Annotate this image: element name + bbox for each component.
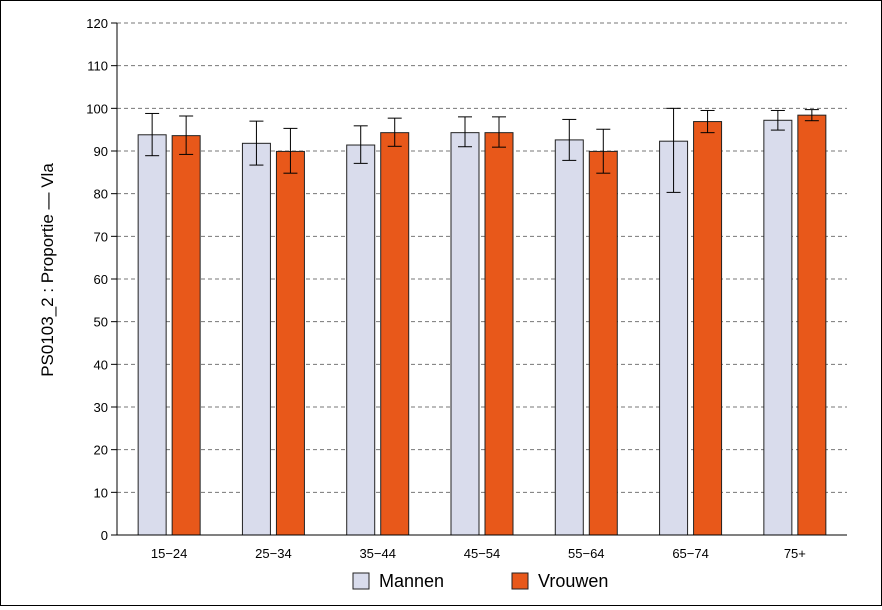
bar-vrouwen [588, 150, 618, 536]
legend-swatch-mannen [352, 572, 370, 590]
y-tick-label: 120 [86, 16, 108, 31]
y-axis-label: PS0103_2 : Proportie — Vla [38, 163, 57, 377]
x-tick-label: 75+ [784, 546, 806, 561]
bars [137, 114, 827, 536]
legend-swatch-vrouwen [511, 572, 529, 590]
x-tick-label: 45−54 [464, 546, 501, 561]
bar-vrouwen [380, 132, 410, 536]
bar-mannen [763, 119, 793, 536]
x-tick-label: 15−24 [151, 546, 188, 561]
bar-mannen [137, 134, 167, 536]
legend-label-mannen: Mannen [379, 571, 444, 591]
legend-label-vrouwen: Vrouwen [538, 571, 608, 591]
bar-mannen [450, 132, 480, 536]
x-tick-label: 35−44 [359, 546, 396, 561]
bar-vrouwen [275, 150, 305, 536]
bar-vrouwen [171, 135, 201, 536]
legend: Mannen Vrouwen [352, 571, 608, 591]
y-tick-label: 100 [86, 101, 108, 116]
bar-vrouwen [484, 132, 514, 536]
bar-mannen [659, 140, 689, 536]
bar-mannen [241, 142, 271, 536]
y-tick-label: 50 [94, 315, 108, 330]
y-tick-label: 110 [87, 59, 108, 74]
y-tick-label: 40 [94, 357, 108, 372]
y-tick-label: 0 [101, 528, 108, 543]
bar-mannen [554, 139, 584, 536]
gridlines [117, 22, 847, 493]
y-tick-labels: 0 10 20 30 40 50 60 70 80 90 100 110 120 [86, 16, 108, 543]
bar-vrouwen [797, 114, 827, 536]
axes [111, 22, 847, 536]
bar-mannen [346, 144, 376, 536]
y-tick-label: 30 [94, 400, 108, 415]
y-tick-label: 10 [94, 485, 108, 500]
y-tick-label: 20 [94, 443, 108, 458]
x-tick-label: 55−64 [568, 546, 605, 561]
y-tick-label: 70 [94, 229, 108, 244]
x-tick-label: 65−74 [672, 546, 709, 561]
y-tick-label: 80 [94, 187, 108, 202]
bar-vrouwen [693, 121, 723, 536]
x-tick-labels: 15−24 25−34 35−44 45−54 55−64 65−74 75+ [151, 546, 806, 561]
error-bars [145, 107, 819, 193]
y-tick-label: 90 [94, 144, 108, 159]
y-tick-label: 60 [94, 272, 108, 287]
x-tick-label: 25−34 [255, 546, 292, 561]
